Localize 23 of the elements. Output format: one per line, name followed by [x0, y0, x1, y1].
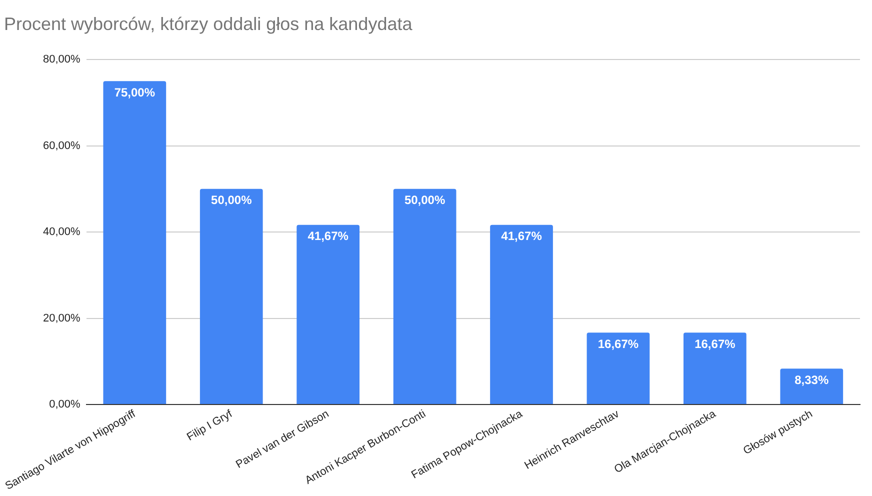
data-label: 8,33% — [794, 372, 829, 387]
bar — [586, 332, 650, 404]
y-tick-label: 60,00% — [43, 140, 81, 152]
data-label: 75,00% — [114, 85, 156, 100]
data-label: 50,00% — [404, 193, 446, 208]
chart-title: Procent wyborców, którzy oddali głos na kandydata — [4, 14, 414, 34]
bar — [200, 188, 263, 404]
data-label: 16,67% — [694, 336, 736, 351]
bar — [684, 332, 746, 404]
y-tick-label: 80,00% — [43, 54, 81, 66]
bar — [103, 81, 166, 404]
data-label: 50,00% — [211, 193, 252, 208]
bar — [296, 224, 360, 404]
bar — [393, 188, 456, 404]
bar — [490, 224, 553, 404]
data-label: 41,67% — [501, 229, 542, 244]
y-tick-label: 40,00% — [43, 226, 81, 238]
y-tick-label: 0,00% — [49, 398, 81, 411]
y-tick-label: 20,00% — [43, 312, 81, 324]
data-label: 41,67% — [308, 229, 349, 244]
x-tick-label: Filip I Gryf — [184, 408, 236, 444]
bar — [780, 368, 844, 404]
data-label: 16,67% — [598, 336, 639, 351]
